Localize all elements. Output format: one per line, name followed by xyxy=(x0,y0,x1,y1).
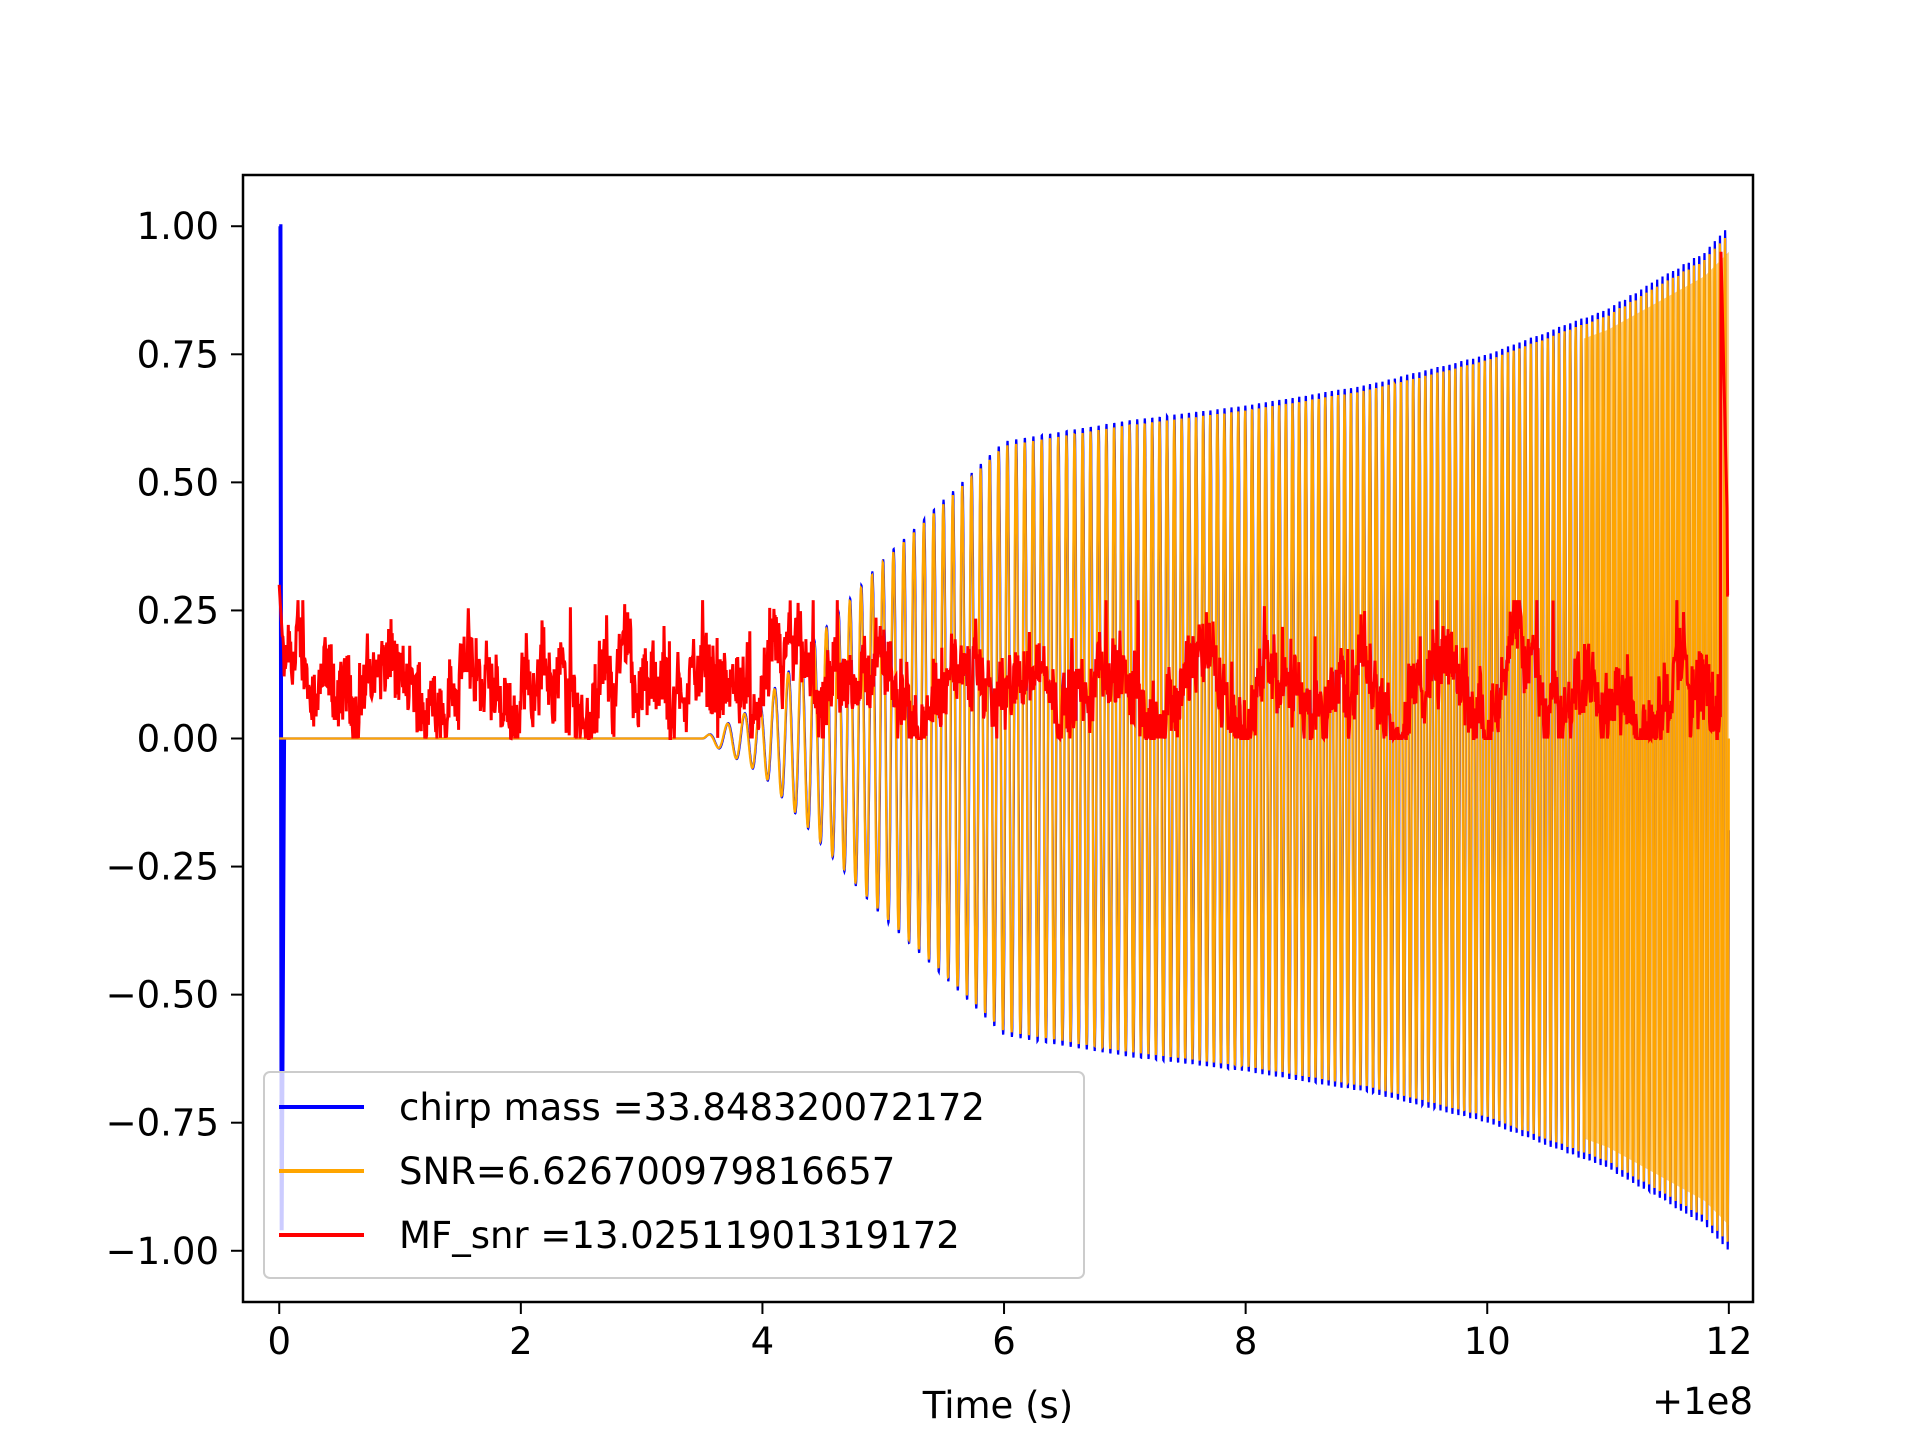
series-mf-snr-line xyxy=(277,251,1730,744)
x-tick-label: 10 xyxy=(1464,1320,1511,1363)
legend-label: chirp mass =33.848320072172 xyxy=(399,1086,985,1129)
y-tick-label: 0.75 xyxy=(137,333,219,376)
series-chirp-mass-spike xyxy=(278,224,287,1231)
x-tick-label: 12 xyxy=(1705,1320,1752,1363)
x-axis-offset-label: +1e8 xyxy=(1652,1380,1753,1423)
series-snr-line xyxy=(279,237,1730,1242)
y-tick-label: −1.00 xyxy=(106,1230,219,1273)
x-axis-label: Time (s) xyxy=(922,1384,1073,1427)
legend-box xyxy=(263,1071,1085,1279)
y-tick-label: −0.50 xyxy=(106,974,219,1017)
y-tick-label: 0.50 xyxy=(137,461,219,504)
x-axis: 0 2 4 6 8 10 12 xyxy=(267,1302,1752,1363)
x-tick-label: 2 xyxy=(509,1320,533,1363)
series-layer xyxy=(277,224,1730,1250)
x-tick-label: 0 xyxy=(267,1320,291,1363)
y-tick-label: −0.75 xyxy=(106,1102,219,1145)
x-tick-label: 6 xyxy=(992,1320,1016,1363)
x-tick-label: 8 xyxy=(1234,1320,1258,1363)
y-tick-label: 0.00 xyxy=(137,718,219,761)
legend-label: MF_snr =13.02511901319172 xyxy=(399,1214,960,1257)
y-axis: 1.00 0.75 0.50 0.25 0.00 −0.25 −0.50 −0.75 −1.00 xyxy=(106,205,243,1273)
y-tick-label: 0.25 xyxy=(137,589,219,632)
y-tick-label: −0.25 xyxy=(106,846,219,889)
legend: chirp mass =33.848320072172 SNR=6.6267009… xyxy=(263,1071,1085,1279)
y-tick-label: 1.00 xyxy=(137,205,219,248)
legend-label: SNR=6.626700979816657 xyxy=(399,1150,895,1193)
x-tick-label: 4 xyxy=(751,1320,775,1363)
